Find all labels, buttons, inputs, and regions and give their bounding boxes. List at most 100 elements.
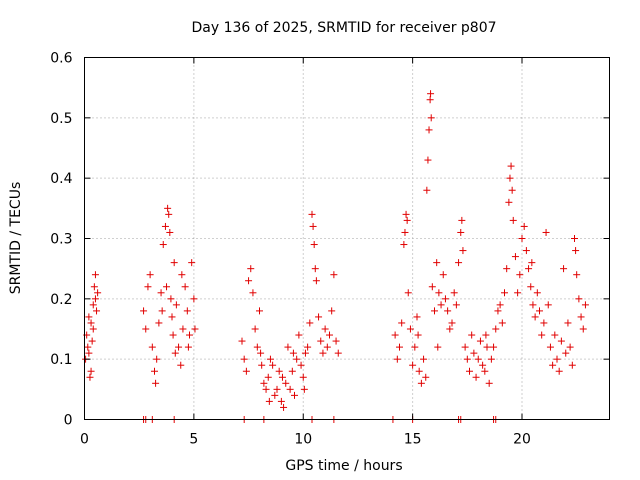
grid-lines bbox=[84, 57, 610, 420]
y-tick-label: 0 bbox=[64, 413, 73, 429]
data-point bbox=[564, 319, 572, 327]
data-point bbox=[280, 403, 288, 411]
data-point bbox=[457, 228, 465, 236]
data-point bbox=[262, 385, 270, 393]
data-point bbox=[529, 301, 537, 309]
data-point bbox=[146, 271, 154, 279]
data-point bbox=[452, 301, 460, 309]
data-point bbox=[437, 301, 445, 309]
data-point bbox=[86, 373, 94, 381]
data-point bbox=[562, 349, 570, 357]
data-point bbox=[485, 379, 493, 387]
data-point bbox=[423, 186, 431, 194]
x-tick-label: 0 bbox=[80, 432, 89, 448]
data-point bbox=[474, 355, 482, 363]
data-point bbox=[544, 301, 552, 309]
data-point bbox=[88, 337, 96, 345]
data-point bbox=[321, 325, 329, 333]
data-point bbox=[87, 319, 95, 327]
data-point bbox=[393, 355, 401, 363]
data-point bbox=[577, 313, 585, 321]
data-point bbox=[171, 349, 179, 357]
data-point bbox=[511, 253, 519, 261]
data-point bbox=[271, 391, 279, 399]
data-point bbox=[525, 265, 533, 273]
data-point bbox=[306, 319, 314, 327]
data-point bbox=[260, 379, 268, 387]
y-tick-label: 0.4 bbox=[50, 171, 72, 187]
data-point bbox=[326, 331, 333, 339]
data-point bbox=[242, 367, 250, 375]
data-point bbox=[155, 319, 163, 327]
data-point bbox=[165, 210, 173, 218]
data-point bbox=[431, 307, 438, 315]
data-point bbox=[479, 361, 487, 369]
data-point bbox=[458, 216, 466, 224]
data-point bbox=[89, 301, 97, 309]
data-point bbox=[169, 331, 177, 339]
data-point bbox=[91, 295, 99, 303]
data-point bbox=[463, 355, 471, 363]
data-point bbox=[312, 277, 320, 285]
data-point bbox=[319, 349, 327, 357]
data-point bbox=[153, 355, 161, 363]
data-point bbox=[498, 319, 506, 327]
data-point bbox=[509, 216, 517, 224]
data-point bbox=[424, 156, 432, 164]
data-point bbox=[413, 313, 421, 321]
data-point bbox=[266, 355, 274, 363]
data-point bbox=[415, 367, 423, 375]
data-point bbox=[494, 307, 502, 315]
data-point bbox=[425, 126, 433, 134]
data-point bbox=[166, 228, 174, 236]
data-point bbox=[483, 343, 491, 351]
data-point bbox=[158, 307, 166, 315]
data-point bbox=[159, 241, 167, 249]
plot-frame bbox=[84, 57, 610, 420]
data-point bbox=[516, 271, 524, 279]
x-tick-label: 5 bbox=[189, 432, 198, 448]
data-point bbox=[178, 271, 186, 279]
data-point bbox=[181, 283, 189, 291]
data-point bbox=[402, 210, 410, 218]
data-point bbox=[557, 337, 565, 345]
x-tick-label: 10 bbox=[294, 432, 312, 448]
data-point bbox=[398, 319, 406, 327]
data-point bbox=[291, 391, 298, 399]
data-point bbox=[332, 337, 340, 345]
data-point bbox=[168, 313, 176, 321]
y-tick-label: 0.1 bbox=[50, 352, 72, 368]
data-point bbox=[481, 367, 489, 375]
data-point bbox=[323, 343, 331, 351]
data-point bbox=[490, 343, 498, 351]
data-point bbox=[264, 373, 272, 381]
data-point bbox=[571, 235, 578, 242]
data-point bbox=[470, 349, 478, 357]
data-point bbox=[299, 373, 307, 381]
data-point bbox=[427, 114, 435, 122]
data-point bbox=[566, 343, 574, 351]
data-point bbox=[183, 307, 191, 315]
data-point bbox=[575, 295, 583, 303]
data-point bbox=[409, 361, 417, 369]
data-point bbox=[435, 289, 443, 297]
data-point bbox=[85, 313, 93, 321]
data-point bbox=[546, 343, 554, 351]
data-point bbox=[191, 325, 199, 333]
data-point bbox=[256, 307, 263, 315]
data-point bbox=[411, 343, 419, 351]
data-point bbox=[518, 235, 526, 242]
data-point bbox=[403, 216, 411, 224]
data-point bbox=[161, 222, 169, 230]
data-point bbox=[184, 343, 192, 351]
data-point bbox=[487, 355, 495, 363]
data-point bbox=[164, 204, 172, 212]
data-point bbox=[330, 271, 338, 279]
data-point bbox=[514, 289, 522, 297]
data-point bbox=[522, 247, 530, 255]
data-point bbox=[282, 379, 290, 387]
data-point bbox=[396, 343, 403, 351]
x-axis-title: GPS time / hours bbox=[285, 458, 402, 474]
y-tick-label: 0.3 bbox=[50, 232, 72, 248]
